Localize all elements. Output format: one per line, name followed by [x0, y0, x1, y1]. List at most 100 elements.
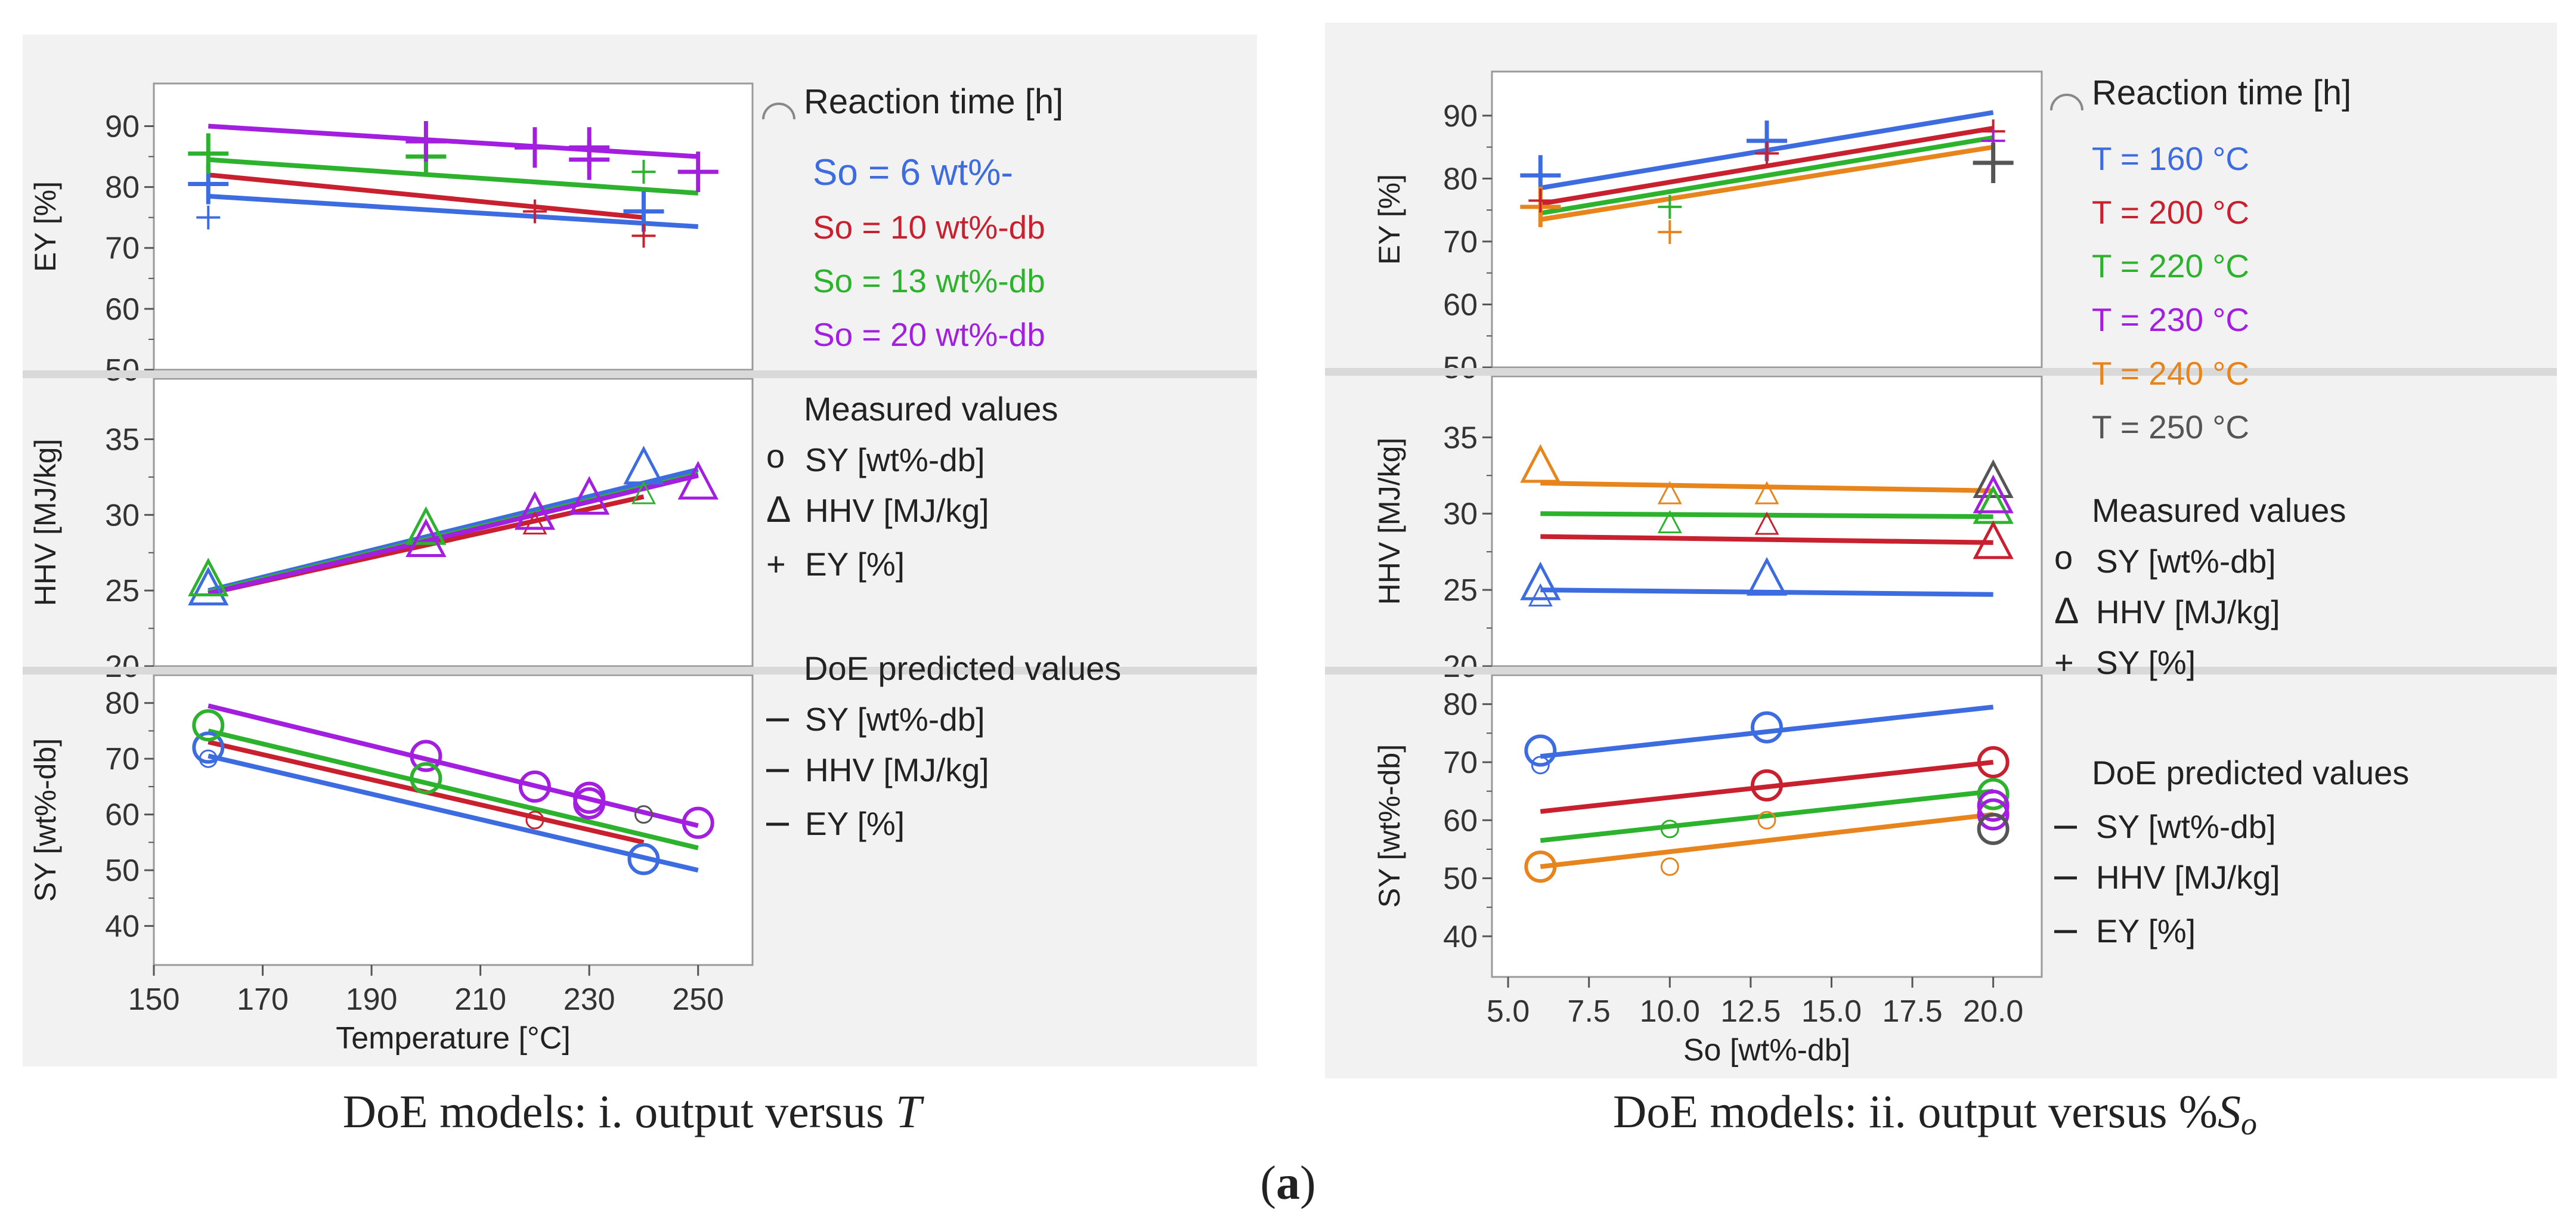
right-xtick-label: 5.0	[1487, 994, 1530, 1029]
right-sy-point-gray	[1977, 812, 2010, 845]
right-panel-sy: 40 50 60 70 80 SY [wt%-db] 5.0 7.5 10.0 12.5 15.0 1…	[1373, 674, 2043, 1068]
right-legend-series-label: T = 240 °C	[2092, 355, 2249, 392]
left-sy-point-green	[410, 762, 442, 794]
right-legend-collapse-icon	[2050, 94, 2083, 111]
right-sy-point-green	[1660, 819, 1679, 839]
right-legend-predicted-item: SY [wt%-db]	[2096, 808, 2276, 845]
left-hhv-ytick-label: 35	[105, 422, 140, 457]
right-ey-fit-line-green	[1540, 135, 1994, 216]
left-panel-ey: 5060708090EY [%]	[29, 82, 754, 388]
left-hhv-point-purple	[569, 476, 610, 515]
left-sy-point-purple	[518, 770, 551, 803]
left-hhv-ytick-label: 25	[105, 574, 140, 608]
left-legend-measured-item: HHV [MJ/kg]	[805, 492, 989, 529]
right-xtick-label: 10.0	[1640, 994, 1700, 1029]
right-hhv-ytick-label: 25	[1443, 573, 1478, 608]
left-ey-point-purple	[405, 121, 447, 162]
right-ey-point-red	[1528, 188, 1553, 213]
left-sy-point-purple	[410, 740, 442, 772]
right-hhv-plot-area	[1491, 375, 2043, 667]
right-ey-point-green	[1658, 194, 1682, 219]
left-legend-measured-item: EY [%]	[805, 546, 905, 583]
left-panel-separator	[23, 370, 1257, 378]
right-hhv-point-orange	[1754, 481, 1779, 505]
left-xtick-label: 210	[454, 982, 506, 1017]
right-sy-point-purple	[1977, 789, 2010, 822]
right-sy-point-purple	[1977, 798, 2010, 831]
right-legend-predicted-item: EY [%]	[2096, 913, 2196, 949]
left-ey-ytick-label: 80	[105, 171, 140, 205]
right-sy-ytick-label: 40	[1443, 920, 1478, 954]
right-sy-point-green	[1977, 778, 2010, 811]
right-hhv-point-purple	[1973, 474, 2014, 514]
right-ey-ytick-label: 60	[1443, 287, 1478, 322]
left-sy-point-purple	[573, 787, 606, 819]
left-sy-fit-line-blue	[208, 753, 699, 873]
right-legend: Reaction time [h] T = 160 °C T = 200 °C T =…	[2050, 73, 2409, 949]
left-hhv-point-purple	[677, 460, 719, 500]
right-hhv-fit-line-red	[1540, 534, 1993, 545]
chart-left: 5060708090EY [%]20253035HHV [MJ/kg]40506…	[23, 82, 1257, 1056]
right-sy-point-red	[1751, 769, 1783, 802]
left-ey-point-red	[522, 199, 547, 224]
left-legend-predicted-title: DoE predicted values	[804, 649, 1121, 687]
right-legend-series-label: T = 250 °C	[2092, 409, 2249, 446]
right-legend-marker-triangle-icon: Δ	[2054, 590, 2079, 632]
left-xlabel: Temperature [°C]	[336, 1021, 571, 1056]
right-legend-predicted-item: HHV [MJ/kg]	[2096, 859, 2280, 896]
left-ey-point-green	[188, 133, 229, 174]
right-hhv-ytick-label: 35	[1443, 420, 1478, 455]
right-sy-fit-line-orange	[1540, 812, 1994, 870]
left-legend-series-label: So = 20 wt%-db	[813, 316, 1045, 353]
right-sy-point-orange	[1757, 811, 1776, 830]
right-hhv-point-red	[1754, 511, 1779, 535]
left-hhv-point-green	[631, 481, 656, 505]
right-hhv-point-blue	[1520, 561, 1561, 601]
left-ey-point-purple	[677, 151, 719, 193]
right-ey-ytick-label: 90	[1443, 99, 1478, 134]
right-ey-point-red	[1755, 141, 1779, 166]
right-ey-ytick-label: 70	[1443, 225, 1478, 259]
right-sy-ytick-label: 70	[1443, 746, 1478, 780]
left-sy-point-blue	[192, 731, 225, 764]
left-legend-measured-title: Measured values	[804, 390, 1058, 428]
left-ey-ytick-label: 70	[105, 231, 140, 266]
left-hhv-ytick-label: 30	[105, 498, 140, 533]
right-ey-fit-line-red	[1540, 126, 1994, 206]
left-hhv-point-purple	[405, 518, 447, 557]
right-legend-title: Reaction time [h]	[2092, 73, 2351, 112]
right-legend-measured-item: SY [wt%-db]	[2096, 543, 2276, 580]
left-ey-point-blue	[196, 205, 221, 230]
caption-left-prefix: DoE models: i. output versus	[343, 1085, 896, 1137]
left-sy-point-purple	[682, 806, 714, 839]
right-xtick-label: 7.5	[1568, 994, 1611, 1029]
left-legend-series-label: So = 10 wt%-db	[813, 209, 1045, 246]
left-ey-fit-line-blue	[208, 193, 698, 229]
right-legend-marker-circle-icon: o	[2054, 539, 2073, 576]
right-ey-point-gray	[1973, 143, 2014, 184]
figure-label-letter: a	[1276, 1157, 1300, 1210]
left-ey-point-green	[631, 160, 656, 184]
caption-right-sub: o	[2241, 1106, 2257, 1142]
left-sy-ytick-label: 50	[105, 853, 140, 888]
left-hhv-point-blue	[188, 567, 229, 606]
right-sy-point-blue	[1751, 711, 1783, 744]
left-legend-collapse-icon	[762, 103, 795, 120]
left-ey-ytick-label: 60	[105, 292, 140, 327]
left-legend-marker-plus-icon: +	[766, 545, 786, 583]
right-hhv-point-blue	[1746, 556, 1788, 596]
right-hhv-fit-line-blue	[1540, 587, 1993, 597]
left-panel-sy: 40 50 60 70 80 SY [wt%-db] 150 170 190 210 230 250 T…	[29, 674, 754, 1056]
right-xtick-label: 15.0	[1801, 994, 1862, 1029]
left-sy-point-green	[192, 709, 225, 742]
right-xtick-label: 17.5	[1882, 994, 1942, 1029]
left-xtick-label: 150	[128, 982, 180, 1017]
right-hhv-point-green	[1657, 510, 1682, 534]
left-ey-fit-line-green	[208, 157, 699, 196]
right-legend-measured-title: Measured values	[2092, 491, 2346, 529]
left-ey-point-purple	[569, 139, 610, 180]
right-sy-plot-area	[1491, 674, 2043, 978]
left-ey-ytick-label: 90	[105, 109, 140, 144]
right-hhv-ylabel: HHV [MJ/kg]	[1373, 438, 1406, 605]
left-sy-ylabel: SY [wt%-db]	[29, 738, 62, 902]
